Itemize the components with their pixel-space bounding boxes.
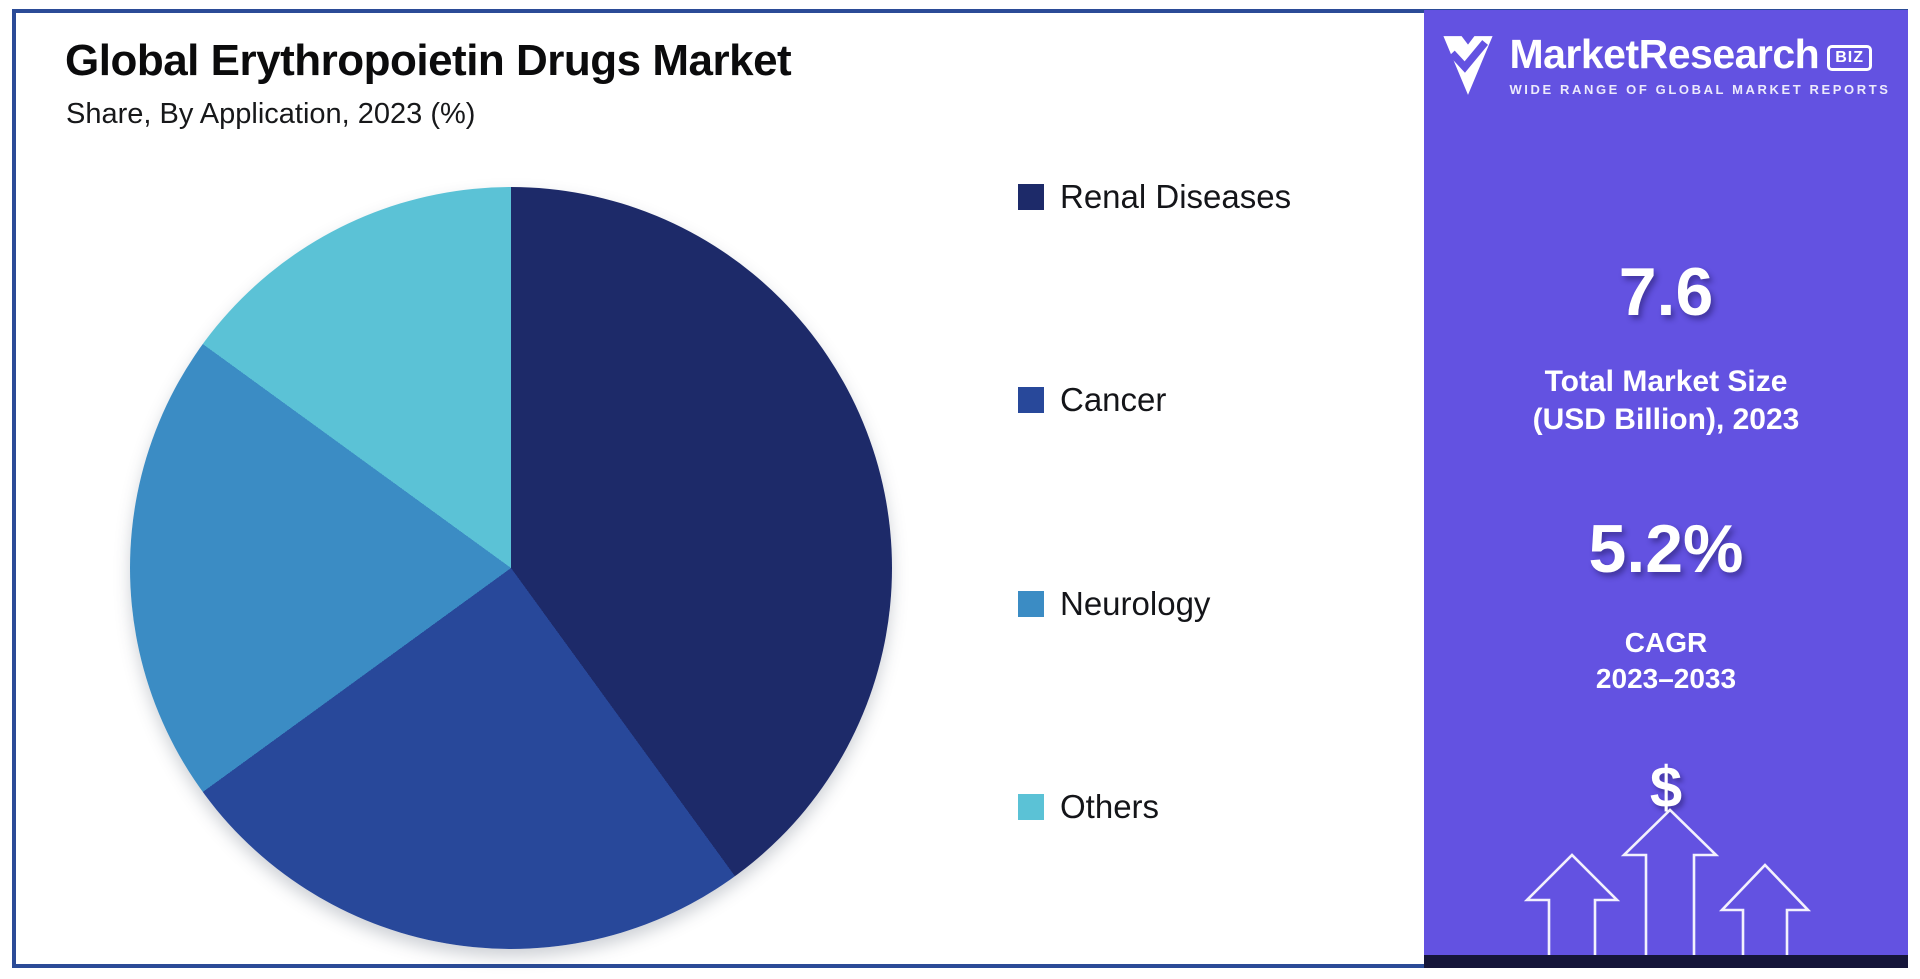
brand-badge: BIZ <box>1827 45 1873 71</box>
chart-title: Global Erythropoietin Drugs Market <box>65 36 792 85</box>
dollar-icon: $ <box>1649 755 1683 820</box>
legend-label: Cancer <box>1060 381 1167 419</box>
chart-subtitle: Share, By Application, 2023 (%) <box>66 98 476 130</box>
growth-arrows-icon <box>1523 808 1812 955</box>
legend-swatch <box>1018 793 1044 820</box>
legend-label: Renal Diseases <box>1060 178 1292 215</box>
legend: Renal Diseases Cancer Neurology Others <box>1018 178 1348 826</box>
brand-check-icon <box>1443 35 1494 95</box>
brand-tagline: WIDE RANGE OF GLOBAL MARKET REPORTS <box>1509 82 1891 97</box>
legend-swatch <box>1018 590 1044 617</box>
brand-logo: MarketResearch BIZ WIDE RANGE OF GLOBAL … <box>1424 34 1908 97</box>
legend-item: Cancer <box>1018 381 1348 419</box>
legend-item: Renal Diseases <box>1018 178 1348 216</box>
cagr-value: 5.2% <box>1588 511 1744 587</box>
pie-chart <box>130 187 892 949</box>
sidebar: MarketResearch BIZ WIDE RANGE OF GLOBAL … <box>1424 10 1908 968</box>
market-size-value: 7.6 <box>1618 254 1714 330</box>
legend-label: Neurology <box>1060 584 1211 622</box>
sidebar-bottom-strip <box>1424 955 1908 968</box>
brand-name: MarketResearch <box>1509 31 1820 77</box>
market-size-label: Total Market Size (USD Billion), 2023 <box>1532 365 1800 436</box>
cagr-label: CAGR 2023–2033 <box>1595 627 1737 695</box>
legend-swatch <box>1018 184 1044 210</box>
legend-item: Neurology <box>1018 585 1348 623</box>
legend-label: Others <box>1060 787 1160 825</box>
legend-swatch <box>1018 387 1044 414</box>
legend-item: Others <box>1018 788 1348 826</box>
